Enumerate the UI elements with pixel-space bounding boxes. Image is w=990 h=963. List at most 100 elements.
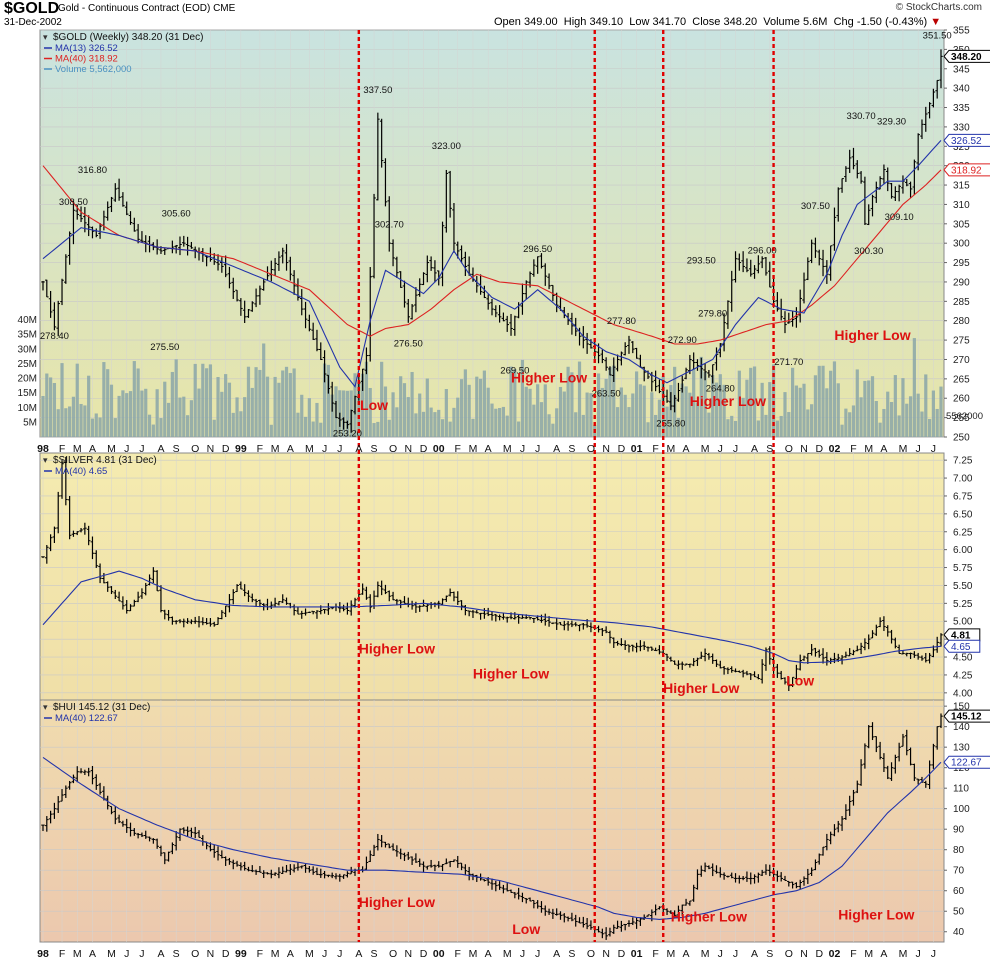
x-tick-label: A (89, 443, 96, 455)
hui-y-tick-label: 60 (953, 886, 965, 897)
volume-bar (532, 404, 536, 437)
hui-last-value-label: 122.67 (951, 758, 982, 769)
gold-last-value-box (943, 163, 990, 177)
x-tick-label: M (899, 948, 908, 960)
silver-ohlc-bar (178, 619, 182, 624)
gold-ohlc-bar (98, 223, 102, 239)
volume-bar (562, 391, 566, 437)
silver-ohlc-bar (102, 572, 106, 584)
silver-ohlc-bar (425, 604, 430, 612)
x-tick-label: D (618, 443, 626, 455)
volume-bar (216, 377, 220, 437)
silver-ohlc-bar (471, 609, 475, 618)
volume-tick-label: 25M (18, 359, 37, 370)
gold-ohlc-bar (798, 289, 803, 323)
silver-ohlc-bar (710, 653, 715, 664)
gold-y-tick-label: 255 (953, 413, 970, 424)
silver-ohlc-bar (349, 600, 354, 616)
volume-bar (372, 423, 376, 437)
silver-ohlc-bar (307, 611, 312, 613)
gold-ohlc-bar (874, 181, 879, 203)
hui-ohlc-bar (417, 858, 422, 867)
silver-ohlc-bar (638, 640, 643, 652)
price-label: 269.50 (500, 365, 529, 376)
volume-bar (98, 417, 102, 437)
hui-ohlc-bar (691, 884, 696, 902)
gold-ohlc-bar (185, 236, 190, 256)
hui-ohlc-bar (379, 835, 384, 848)
hui-ohlc-bar (535, 900, 540, 909)
silver-ohlc-bar (627, 644, 631, 653)
gold-ohlc-bar (292, 270, 296, 295)
silver-ohlc-bar (455, 591, 460, 605)
x-tick-label: N (207, 948, 215, 960)
volume-bar (509, 366, 513, 437)
volume-bar (425, 378, 429, 437)
hui-ohlc-bar (760, 869, 764, 876)
gold-ohlc-bar (277, 251, 281, 271)
silver-ohlc-bar (882, 616, 886, 632)
hui-ohlc-bar (94, 774, 99, 790)
hui-ohlc-bar (866, 725, 871, 749)
hui-ohlc-bar (334, 873, 338, 880)
x-tick-label: D (815, 443, 823, 455)
x-tick-label: 01 (631, 948, 643, 960)
hui-ohlc-bar (132, 828, 137, 836)
silver-ohlc-bar (417, 605, 422, 612)
hui-ohlc-bar (737, 875, 742, 884)
annotation-label: Higher Low (359, 640, 435, 656)
volume-bar (623, 394, 627, 437)
hui-ohlc-bar (227, 857, 232, 865)
gold-ohlc-bar (178, 236, 182, 256)
silver-ohlc-bar (589, 622, 593, 633)
silver-ohlc-bar (227, 594, 232, 613)
gold-ohlc-bar (48, 290, 53, 318)
hui-ohlc-bar (235, 860, 239, 867)
gold-ohlc-bar (288, 256, 293, 281)
silver-ohlc-bar (379, 580, 384, 596)
volume-bar (125, 393, 129, 437)
gold-ohlc-bar (452, 203, 456, 253)
silver-ohlc-bar (486, 607, 490, 617)
volume-bar (326, 364, 330, 437)
gold-ohlc-bar (181, 235, 186, 247)
hui-y-tick-label: 80 (953, 845, 965, 856)
hui-legend-item: MA(40) 122.67 (55, 713, 118, 724)
gold-last-value-box (943, 133, 990, 147)
price-label: 307.50 (801, 201, 830, 212)
silver-last-value-box (943, 628, 981, 642)
volume-bar (870, 376, 875, 437)
gold-ohlc-bar (189, 241, 194, 249)
volume-bar (41, 396, 45, 437)
hui-ohlc-bar (532, 899, 536, 909)
hui-ohlc-bar (707, 865, 711, 870)
annotation-label: Low (512, 921, 540, 937)
gold-ohlc-bar (897, 184, 901, 202)
gold-ohlc-bar (931, 88, 936, 108)
gold-ohlc-bar (718, 343, 723, 358)
volume-bar (478, 378, 483, 437)
silver-last-value-label: 4.65 (951, 642, 971, 653)
volume-bar (631, 393, 635, 437)
hui-ohlc-bar (680, 904, 685, 916)
silver-ohlc-bar (185, 618, 190, 624)
x-tick-label: O (785, 948, 793, 960)
silver-ma40-line (42, 570, 942, 664)
gold-ohlc-bar (376, 112, 380, 201)
gold-ohlc-bar (337, 412, 342, 427)
silver-ohlc-bar (132, 599, 137, 607)
hui-ohlc-bar (562, 913, 567, 923)
volume-bar (269, 424, 273, 437)
x-tick-label: J (139, 948, 144, 960)
price-label: 316.80 (78, 165, 107, 176)
silver-ohlc-bar (143, 582, 148, 596)
volume-bar (330, 394, 334, 437)
x-tick-label: M (666, 948, 675, 960)
x-tick-label: O (785, 443, 793, 455)
gold-ohlc-bar (863, 176, 867, 225)
silver-ohlc-bar (745, 670, 749, 676)
gold-ohlc-bar (307, 314, 312, 332)
hui-ohlc-bar (83, 769, 87, 775)
gold-ohlc-bar (223, 255, 228, 278)
x-tick-label: F (850, 948, 856, 960)
